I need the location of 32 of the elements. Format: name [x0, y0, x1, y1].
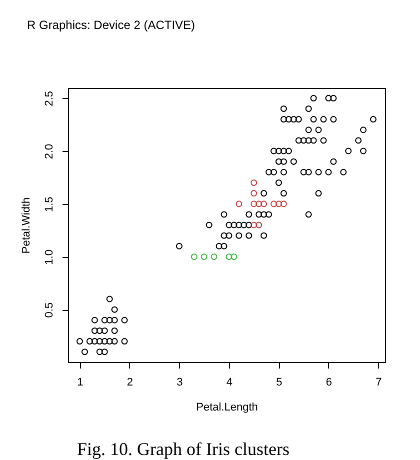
x-tick-label: 5 [276, 376, 282, 388]
y-tick-label: 1.5 [44, 196, 56, 212]
y-axis-title: Petal.Width [20, 197, 32, 254]
point [190, 253, 198, 260]
x-tick-label: 4 [226, 376, 233, 388]
point [256, 222, 262, 228]
point [275, 200, 282, 208]
point [256, 200, 262, 208]
x-tick-label: 6 [326, 376, 332, 388]
x-tick-label: 2 [126, 376, 134, 388]
x-axis-title: Petal.Length [196, 402, 258, 414]
point [230, 253, 238, 260]
y-tick-label: 1.0 [44, 250, 56, 265]
point [250, 179, 258, 186]
x-tick-label: 1 [77, 376, 84, 388]
point [200, 253, 208, 260]
point [270, 200, 277, 208]
point [226, 253, 232, 260]
y-tick-label: 2.0 [44, 144, 56, 160]
point [236, 200, 242, 208]
point [250, 222, 258, 228]
point [280, 200, 287, 208]
x-tick-label: 7 [376, 376, 382, 388]
y-tick-label: 2.5 [44, 91, 56, 106]
y-tick-label: 0.5 [44, 302, 56, 318]
x-tick-label: 3 [176, 376, 183, 388]
caption: Fig. 10. Graph of Iris clusters [77, 439, 290, 459]
point [210, 253, 218, 260]
point [260, 200, 268, 208]
point [250, 190, 258, 197]
point [250, 200, 258, 208]
text: R Graphics: Device 2 (ACTIVE) [27, 18, 196, 32]
